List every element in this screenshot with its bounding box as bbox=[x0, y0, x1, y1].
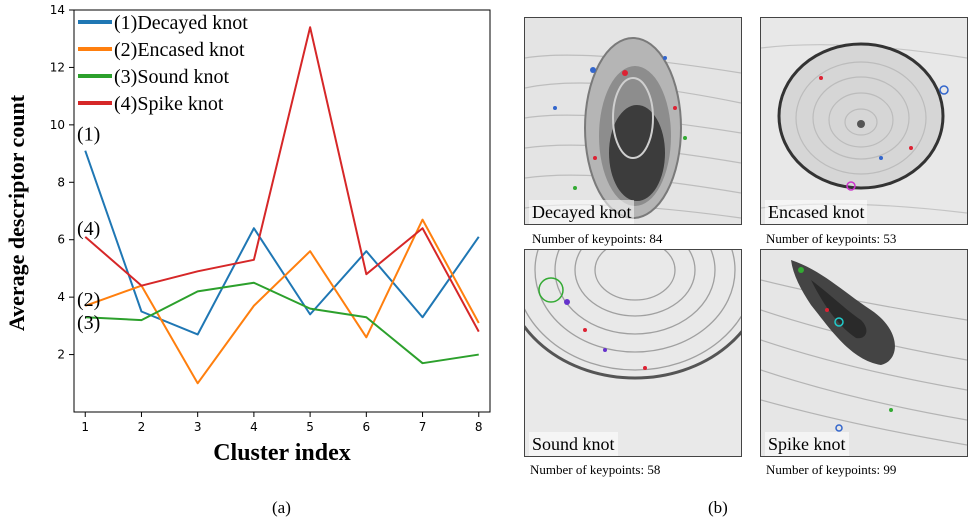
keypoints-sound: Number of keypoints: 58 bbox=[530, 462, 661, 477]
panel-decayed-knot: Decayed knot bbox=[524, 17, 742, 225]
y-tick-label: 8 bbox=[57, 175, 65, 189]
encased-knot-image bbox=[761, 18, 967, 224]
panel-encased-knot: Encased knot bbox=[760, 17, 968, 225]
series-line-4 bbox=[84, 26, 480, 333]
x-tick-label: 4 bbox=[250, 420, 258, 434]
panel-label: Spike knot bbox=[765, 432, 849, 456]
y-tick-label: 6 bbox=[57, 233, 65, 247]
panel-spike-knot: Spike knot bbox=[760, 249, 968, 457]
legend-label: (4)Spike knot bbox=[114, 93, 224, 115]
panel-label: Sound knot bbox=[529, 432, 618, 456]
y-tick-label: 12 bbox=[50, 60, 65, 74]
x-tick-label: 7 bbox=[419, 420, 427, 434]
caption-a: (a) bbox=[272, 498, 291, 517]
sound-knot-image bbox=[525, 250, 741, 456]
keypoints-spike: Number of keypoints: 99 bbox=[766, 462, 897, 477]
x-tick-label: 8 bbox=[475, 420, 483, 434]
series-tag: (3) bbox=[77, 312, 100, 334]
series-tags: (1) (2)(3) (4) bbox=[77, 124, 100, 335]
x-tick-label: 6 bbox=[363, 420, 371, 434]
x-tick-label: 3 bbox=[194, 420, 202, 434]
series-lines bbox=[84, 26, 480, 385]
plot-frame bbox=[73, 9, 491, 413]
legend-label: (1)Decayed knot bbox=[114, 12, 248, 34]
panel-label: Decayed knot bbox=[529, 200, 635, 224]
y-tick-label: 10 bbox=[50, 118, 65, 132]
series-tag: (4) bbox=[77, 218, 100, 240]
series-line-3 bbox=[85, 281, 479, 365]
series-line-1 bbox=[84, 150, 480, 336]
series-tag: (1) bbox=[77, 124, 100, 146]
caption-b: (b) bbox=[708, 498, 728, 517]
legend-label: (2)Encased knot bbox=[114, 39, 245, 61]
x-axis-label: Cluster index bbox=[213, 440, 351, 466]
x-tick-label: 2 bbox=[138, 420, 146, 434]
series-tag: (2) bbox=[77, 289, 100, 311]
keypoints-encased: Number of keypoints: 53 bbox=[766, 231, 897, 246]
legend-label: (3)Sound knot bbox=[114, 66, 229, 88]
x-tick-label: 5 bbox=[306, 420, 314, 434]
y-tick-label: 4 bbox=[57, 290, 65, 304]
y-tick-label: 14 bbox=[50, 3, 65, 17]
series-line-2 bbox=[84, 218, 480, 385]
keypoints-decayed: Number of keypoints: 84 bbox=[532, 231, 663, 246]
legend: (1)Decayed knot (2)Encased knot (3)Sound k… bbox=[78, 12, 248, 115]
spike-knot-image bbox=[761, 250, 967, 456]
x-tick-label: 1 bbox=[81, 420, 89, 434]
y-axis-label: Average descriptor count bbox=[4, 94, 29, 331]
y-tick-label: 2 bbox=[57, 348, 65, 362]
panel-sound-knot: Sound knot bbox=[524, 249, 742, 457]
panel-label: Encased knot bbox=[765, 200, 868, 224]
decayed-knot-image bbox=[525, 18, 741, 224]
